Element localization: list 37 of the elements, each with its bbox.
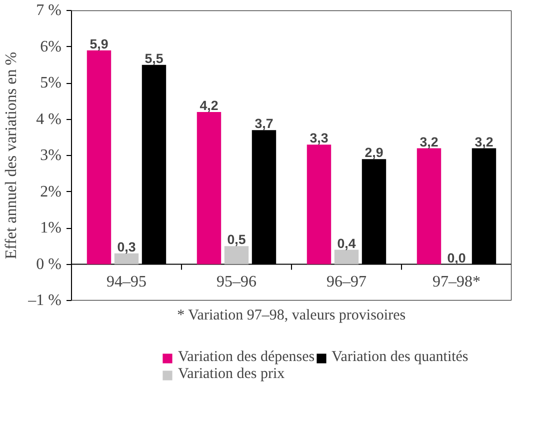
x-tick-label: 95–96 bbox=[216, 273, 256, 290]
y-tick-label: 5% bbox=[40, 74, 62, 92]
data-label: 2,9 bbox=[364, 145, 384, 160]
legend-label: Variation des dépenses bbox=[178, 349, 315, 366]
y-tick-label: 1% bbox=[40, 220, 62, 236]
data-label: 3,7 bbox=[254, 116, 274, 132]
x-tick-label: 96–97 bbox=[326, 273, 366, 290]
data-label: 3,2 bbox=[474, 134, 494, 150]
data-label: 0,3 bbox=[117, 239, 136, 254]
data-label: 5,9 bbox=[90, 36, 108, 52]
y-tick-label: 6% bbox=[40, 38, 62, 56]
legend-label: Variation des quantités bbox=[332, 349, 468, 366]
bar bbox=[334, 250, 359, 264]
bar bbox=[86, 50, 112, 264]
y-tick-label: 7 % bbox=[36, 2, 62, 19]
data-label: 0,0 bbox=[447, 250, 466, 266]
bar bbox=[196, 112, 222, 264]
data-label: 4,2 bbox=[200, 98, 218, 113]
x-tick-label: 97–98* bbox=[432, 273, 480, 290]
bar bbox=[114, 253, 139, 264]
bar bbox=[306, 144, 332, 264]
y-tick-label: 0 % bbox=[36, 256, 62, 273]
legend-label: Variation des prix bbox=[178, 366, 285, 383]
y-axis-title: Effet annuel des variations en % bbox=[3, 52, 20, 260]
bar bbox=[224, 246, 249, 264]
data-label: 3,2 bbox=[420, 134, 438, 150]
bar bbox=[416, 148, 442, 264]
data-label: 0,4 bbox=[337, 236, 356, 251]
y-tick-label: 4 % bbox=[36, 110, 62, 128]
data-label: 0,5 bbox=[227, 232, 246, 248]
y-tick-label: 2% bbox=[40, 183, 62, 200]
data-label: 5,5 bbox=[144, 50, 164, 66]
x-tick-label: 94–95 bbox=[106, 273, 146, 290]
y-tick-label: 3% bbox=[40, 147, 62, 164]
text: * Variation 97–98, valeurs provisoires bbox=[177, 308, 406, 324]
data-label: 3,3 bbox=[310, 130, 328, 146]
y-tick-label: –1 % bbox=[27, 292, 62, 309]
